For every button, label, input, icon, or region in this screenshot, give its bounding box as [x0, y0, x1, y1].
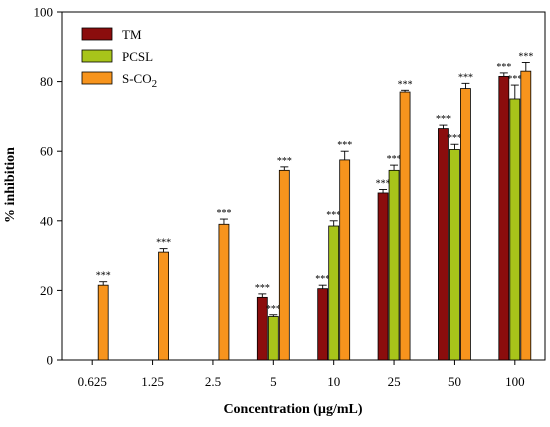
- significance-label: ***: [156, 238, 171, 249]
- x-tick-label: 10: [327, 374, 340, 389]
- bar-tm-100: [498, 75, 510, 361]
- significance-label: ***: [216, 208, 231, 219]
- bar-sco2-100: [520, 70, 532, 361]
- x-axis-title: Concentration (µg/mL): [223, 402, 362, 417]
- significance-label: ***: [326, 210, 341, 221]
- legend-label-pcsl: PCSL: [122, 49, 153, 64]
- legend-label-tm: TM: [122, 27, 142, 42]
- bar-sco2-1.25: [158, 251, 169, 361]
- significance-label: ***: [436, 114, 451, 125]
- y-tick-label: 80: [40, 74, 53, 89]
- significance-label: ***: [518, 51, 533, 62]
- significance-label: ***: [398, 79, 413, 90]
- y-tick-label: 40: [40, 213, 53, 228]
- bars: ****************************************…: [96, 51, 533, 361]
- significance-label: ***: [458, 72, 473, 83]
- significance-label: ***: [447, 133, 462, 144]
- bar-tm-50: [438, 128, 449, 361]
- legend-label-subscript: 2: [152, 78, 158, 90]
- legend: TM PCSL S-CO2: [81, 27, 157, 90]
- significance-label: ***: [277, 156, 292, 167]
- x-tick-label: 1.25: [141, 374, 164, 389]
- legend-swatch-tm: [81, 27, 113, 41]
- x-tick-label: 25: [388, 374, 401, 389]
- x-tick-label: 50: [448, 374, 461, 389]
- plot-area: [61, 11, 546, 361]
- legend-label-sco2: S-CO2: [122, 71, 157, 90]
- bar-sco2-25: [399, 91, 411, 361]
- bar-sco2-0.625: [97, 284, 109, 361]
- x-tick-label: 5: [270, 374, 277, 389]
- significance-label: ***: [255, 283, 270, 294]
- significance-label: ***: [337, 140, 352, 151]
- bar-sco2-5: [278, 169, 290, 361]
- y-axis-title: % inhibition: [3, 147, 18, 223]
- axes: 0 20 40 60 80 100 0.625 1.25 2.5 5 10 25 50 100: [34, 5, 525, 390]
- y-tick-label: 20: [40, 283, 53, 298]
- legend-swatch-sco2: [81, 71, 113, 85]
- bar-tm-10: [317, 288, 329, 361]
- significance-label: ***: [496, 62, 511, 73]
- y-tick-label: 0: [47, 353, 54, 368]
- y-tick-label: 60: [40, 144, 53, 159]
- significance-label: ***: [266, 304, 281, 315]
- x-tick-label: 0.625: [78, 374, 107, 389]
- significance-label: ***: [387, 154, 402, 165]
- x-tick-label: 2.5: [205, 374, 221, 389]
- bar-sco2-10: [339, 159, 351, 361]
- bar-pcsl-10: [328, 225, 340, 361]
- significance-label: ***: [96, 271, 111, 282]
- legend-swatch-pcsl: [81, 49, 113, 63]
- bar-sco2-2.5: [218, 223, 230, 361]
- significance-label: ***: [507, 74, 522, 85]
- x-tick-label: 100: [505, 374, 525, 389]
- bar-tm-25: [377, 192, 389, 361]
- bar-pcsl-50: [449, 149, 460, 361]
- bar-sco2-50: [460, 88, 471, 361]
- bar-pcsl-5: [267, 316, 279, 361]
- bar-pcsl-25: [388, 169, 400, 361]
- significance-label: ***: [376, 178, 391, 189]
- bar-pcsl-100: [509, 98, 521, 361]
- significance-label: ***: [315, 274, 330, 285]
- y-tick-label: 100: [34, 5, 54, 20]
- plot-frame: [61, 11, 546, 361]
